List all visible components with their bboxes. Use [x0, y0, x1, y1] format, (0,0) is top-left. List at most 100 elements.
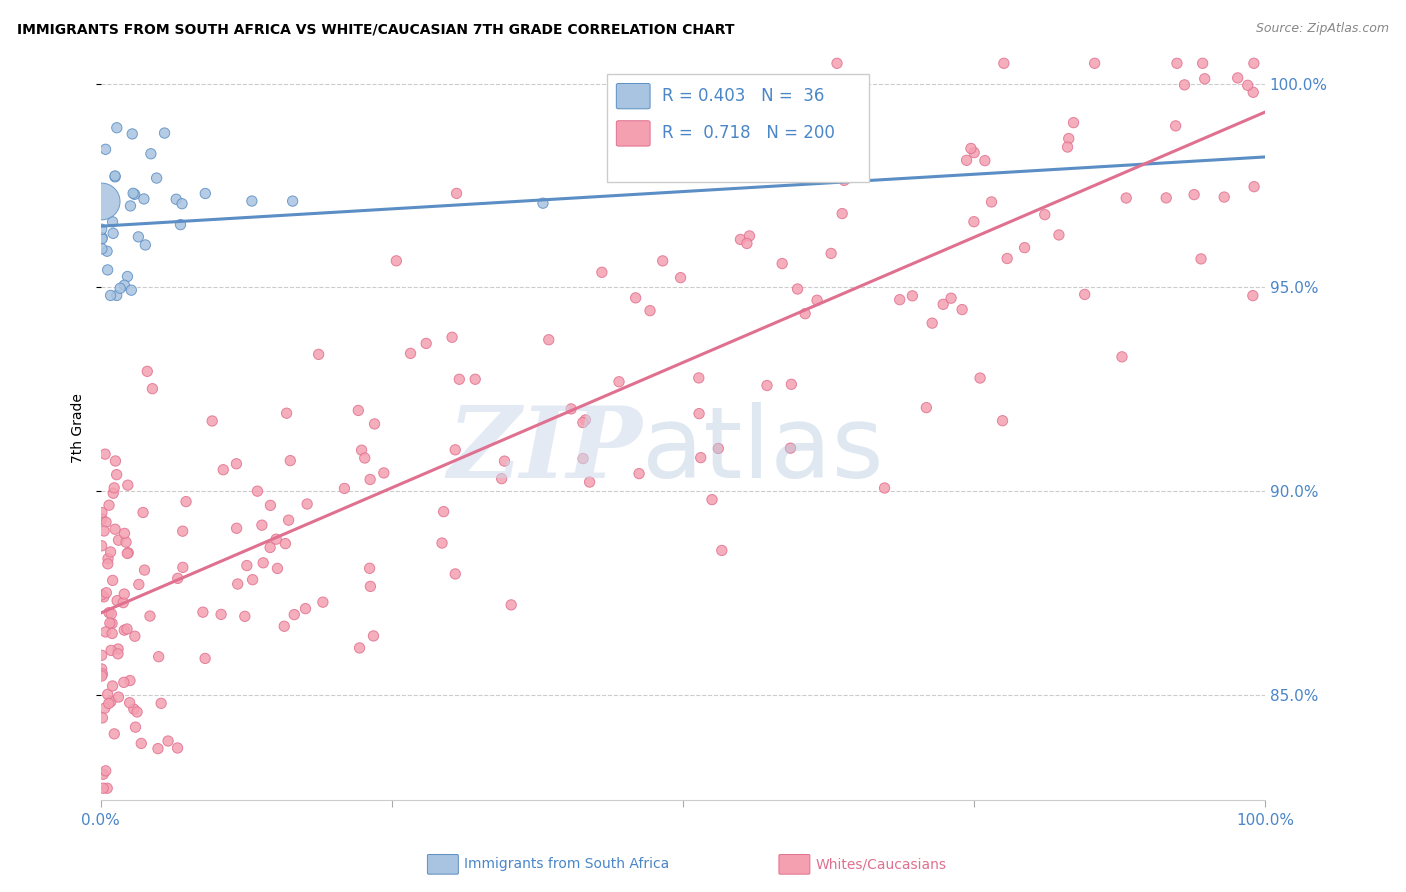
- Point: [112, 596, 135, 610]
- Point: [430, 536, 453, 550]
- Point: [100, 643, 122, 657]
- Point: [770, 256, 793, 270]
- Point: [1056, 140, 1078, 154]
- Point: [259, 541, 281, 555]
- Point: [90, 506, 112, 520]
- Point: [90, 662, 112, 676]
- Point: [118, 673, 141, 688]
- Point: [90, 648, 112, 663]
- Point: [960, 141, 983, 155]
- Point: [201, 414, 224, 428]
- Point: [122, 186, 145, 201]
- Point: [1191, 56, 1213, 70]
- Point: [104, 522, 127, 536]
- Point: [638, 303, 661, 318]
- Point: [1014, 241, 1036, 255]
- Point: [153, 126, 176, 140]
- Point: [1111, 350, 1133, 364]
- Point: [96, 244, 118, 259]
- Point: [278, 453, 301, 467]
- Point: [441, 330, 464, 344]
- Point: [363, 629, 385, 643]
- Point: [312, 595, 335, 609]
- Point: [100, 607, 122, 621]
- Point: [735, 236, 758, 251]
- FancyBboxPatch shape: [616, 120, 650, 146]
- Point: [446, 186, 468, 201]
- Point: [651, 253, 673, 268]
- Point: [363, 417, 385, 431]
- Y-axis label: 7th Grade: 7th Grade: [72, 392, 86, 463]
- Point: [105, 288, 128, 302]
- Text: Immigrants from South Africa: Immigrants from South Africa: [464, 857, 669, 871]
- Point: [136, 364, 159, 378]
- Point: [464, 372, 486, 386]
- Point: [94, 624, 117, 639]
- Point: [107, 642, 129, 657]
- Point: [359, 561, 381, 575]
- Point: [950, 302, 973, 317]
- Point: [90, 669, 112, 683]
- Point: [349, 640, 371, 655]
- Point: [94, 142, 117, 156]
- Point: [347, 403, 370, 417]
- Point: [993, 56, 1015, 70]
- Point: [1166, 56, 1188, 70]
- Point: [1243, 56, 1265, 70]
- Point: [103, 486, 125, 500]
- Point: [107, 647, 129, 661]
- Point: [373, 466, 395, 480]
- Point: [932, 297, 955, 311]
- Point: [991, 414, 1014, 428]
- Point: [141, 382, 163, 396]
- Point: [93, 524, 115, 538]
- Point: [1154, 191, 1177, 205]
- Point: [779, 441, 801, 455]
- Point: [91, 230, 114, 244]
- Point: [98, 498, 121, 512]
- Point: [700, 492, 723, 507]
- Point: [624, 291, 647, 305]
- Point: [172, 560, 194, 574]
- Point: [281, 194, 304, 208]
- Point: [157, 734, 180, 748]
- Point: [121, 127, 143, 141]
- Point: [494, 454, 516, 468]
- Point: [252, 556, 274, 570]
- Point: [1115, 191, 1137, 205]
- Point: [97, 697, 120, 711]
- Point: [91, 781, 114, 796]
- Point: [820, 246, 842, 260]
- Text: Source: ZipAtlas.com: Source: ZipAtlas.com: [1256, 22, 1389, 36]
- Point: [831, 206, 853, 220]
- Point: [359, 473, 381, 487]
- Point: [97, 551, 120, 566]
- Point: [353, 450, 375, 465]
- Point: [1057, 131, 1080, 145]
- Point: [94, 764, 117, 778]
- Point: [294, 601, 316, 615]
- Point: [444, 442, 467, 457]
- Point: [90, 194, 112, 209]
- Point: [273, 619, 295, 633]
- FancyBboxPatch shape: [616, 84, 650, 109]
- Point: [399, 346, 422, 360]
- Point: [91, 711, 114, 725]
- Point: [94, 701, 117, 715]
- Point: [118, 696, 141, 710]
- Point: [166, 741, 188, 756]
- Point: [191, 605, 214, 619]
- Point: [806, 293, 828, 308]
- Point: [233, 609, 256, 624]
- Point: [628, 467, 651, 481]
- Point: [780, 377, 803, 392]
- Point: [578, 475, 600, 489]
- Point: [1226, 70, 1249, 85]
- Point: [250, 518, 273, 533]
- Point: [134, 238, 156, 252]
- Point: [97, 557, 120, 571]
- Point: [415, 336, 437, 351]
- Point: [359, 579, 381, 593]
- Point: [98, 606, 121, 620]
- Point: [117, 546, 139, 560]
